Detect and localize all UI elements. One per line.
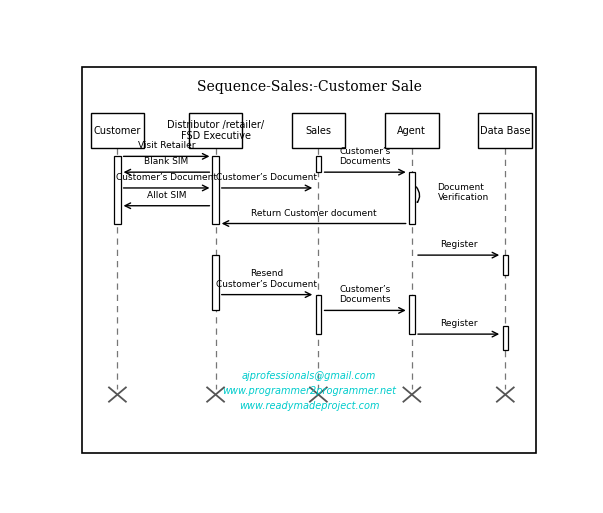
- Text: Visit Retailer: Visit Retailer: [137, 142, 195, 150]
- Text: www.readymadeproject.com: www.readymadeproject.com: [239, 401, 379, 411]
- Text: ajprofessionals@gmail.com: ajprofessionals@gmail.com: [242, 371, 376, 381]
- FancyArrowPatch shape: [417, 187, 420, 202]
- Text: Resend
Customer’s Document: Resend Customer’s Document: [216, 269, 317, 289]
- Bar: [212, 156, 219, 224]
- Text: Customer’s Document: Customer’s Document: [216, 173, 317, 182]
- Text: Distributor /retailer/
FSD Executive: Distributor /retailer/ FSD Executive: [167, 120, 264, 142]
- Text: Agent: Agent: [397, 126, 426, 135]
- Text: Customer’s
Documents: Customer’s Documents: [339, 147, 391, 166]
- Text: Customer’s Document: Customer’s Document: [116, 173, 217, 182]
- Text: Customer: Customer: [93, 126, 141, 135]
- Bar: [189, 113, 242, 148]
- Text: Customer’s
Documents: Customer’s Documents: [339, 285, 391, 305]
- Text: www.programmer2programmer.net: www.programmer2programmer.net: [222, 386, 396, 396]
- Bar: [212, 255, 219, 310]
- Bar: [409, 172, 415, 224]
- Bar: [315, 294, 321, 334]
- Bar: [385, 113, 439, 148]
- Text: Register: Register: [440, 240, 478, 249]
- Text: Register: Register: [440, 319, 478, 328]
- Bar: [409, 294, 415, 334]
- Text: Return Customer document: Return Customer document: [251, 209, 376, 218]
- Text: Sales: Sales: [305, 126, 332, 135]
- FancyBboxPatch shape: [83, 68, 535, 452]
- Bar: [502, 326, 508, 350]
- Text: Allot SIM: Allot SIM: [147, 191, 186, 200]
- Bar: [502, 255, 508, 275]
- Text: Document
Verification: Document Verification: [438, 183, 489, 203]
- Bar: [478, 113, 532, 148]
- Bar: [90, 113, 144, 148]
- Text: Data Base: Data Base: [480, 126, 531, 135]
- Bar: [114, 156, 121, 224]
- Bar: [291, 113, 346, 148]
- Text: Blank SIM: Blank SIM: [144, 157, 189, 166]
- Text: Sequence-Sales:-Customer Sale: Sequence-Sales:-Customer Sale: [197, 80, 421, 94]
- Bar: [315, 156, 321, 172]
